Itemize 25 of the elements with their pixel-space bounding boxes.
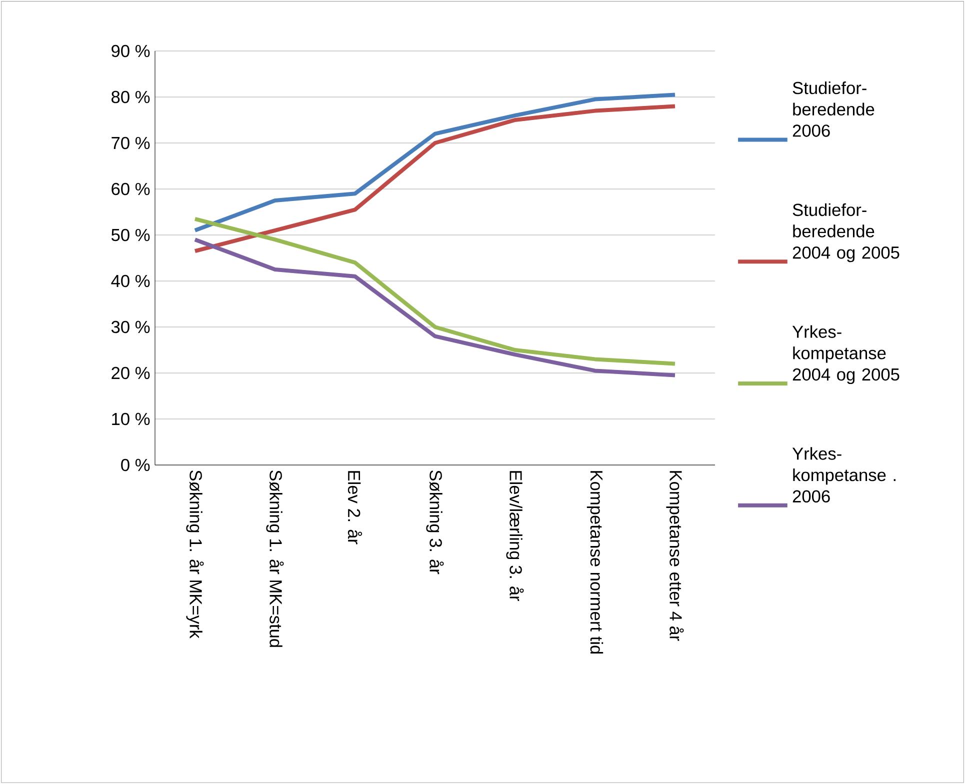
y-tick-label: 20 % xyxy=(112,366,150,380)
y-tick-label: 70 % xyxy=(112,136,150,150)
x-tick-label: Kompetanse normert tid xyxy=(586,471,604,654)
x-tick-label: Kompetanse etter 4 år xyxy=(666,471,684,641)
y-tick-label: 10 % xyxy=(112,412,150,426)
y-tick-label: 0 % xyxy=(121,458,150,472)
text: Yrkes-kompetanse 2004 og 2005 xyxy=(792,325,900,384)
y-tick-label: 30 % xyxy=(111,320,150,334)
x-tick-label: Søkning 1. år MK=stud xyxy=(266,470,284,647)
line-series xyxy=(193,216,677,366)
y-tick-label: 60 % xyxy=(112,182,150,196)
y-tick-label: 80 % xyxy=(112,90,150,104)
y-tick-label: 90 % xyxy=(112,44,150,58)
line-series xyxy=(193,92,677,232)
x-tick-label: Søkning 1. år MK=yrk xyxy=(186,470,204,638)
x-tick-label: Elev/lærling 3. år xyxy=(506,471,524,602)
text: Studiefor-beredende 2006 xyxy=(792,81,874,137)
y-tick-label: 40 % xyxy=(111,274,150,288)
text: Studiefor-beredende 2004 og 2005 xyxy=(792,203,900,262)
x-tick-label: Elev 2. år xyxy=(348,471,362,544)
line-series xyxy=(193,104,677,254)
x-tick-label: Søkning 3. år xyxy=(426,470,444,574)
y-tick-label: 50 % xyxy=(111,228,150,242)
text: Yrkes-kompetanse . 2006 xyxy=(792,447,896,503)
line-series xyxy=(193,238,677,378)
